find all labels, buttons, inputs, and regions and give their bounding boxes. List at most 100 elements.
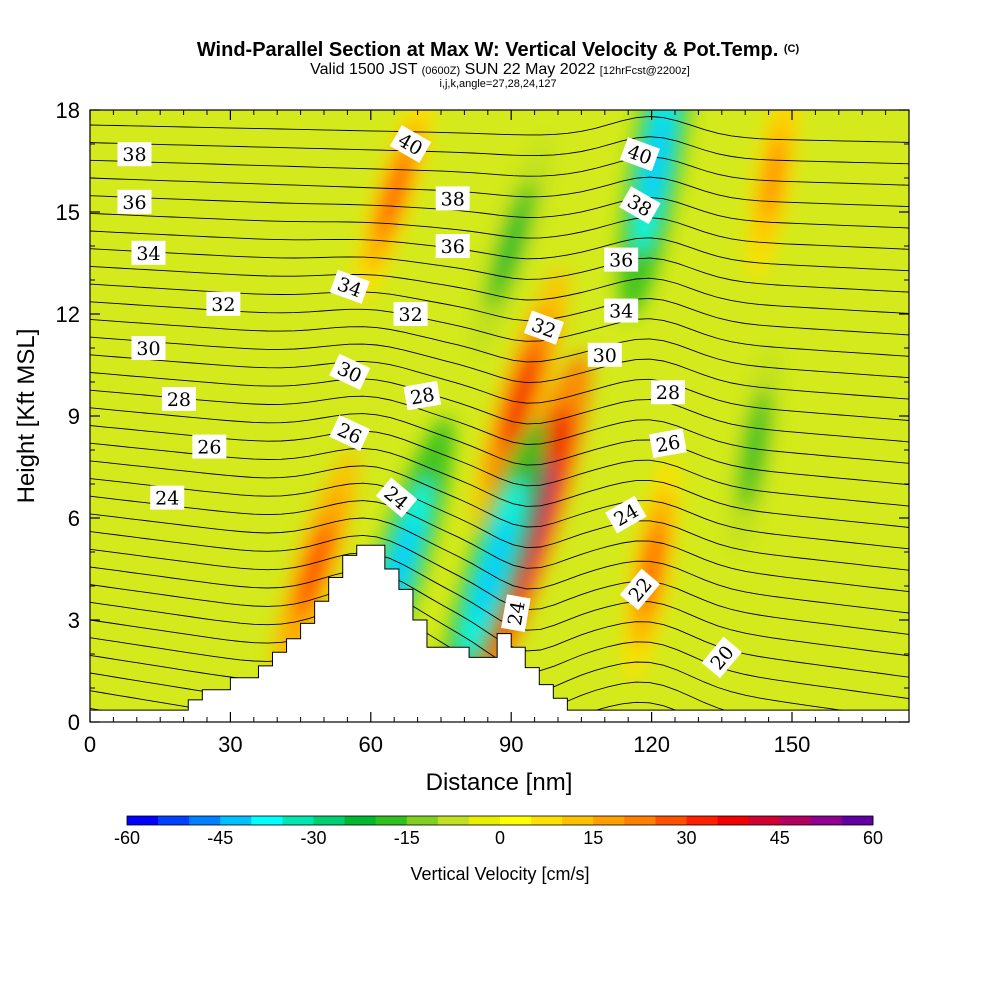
colorbar-tick-label: 15 (583, 828, 603, 848)
x-tick-label: 0 (84, 732, 96, 757)
colorbar-tick-label: 30 (676, 828, 696, 848)
isentrope-line (90, 230, 909, 272)
isentrope-line (90, 425, 909, 507)
subtitle-valid: Valid 1500 JST (310, 61, 418, 78)
isentrope-line (90, 176, 909, 208)
x-axis-label: Distance [nm] (426, 769, 573, 796)
isentrope-line (90, 495, 909, 593)
contour-label: 36 (441, 236, 465, 258)
colorbar-swatch (282, 816, 314, 825)
contour-label-box (329, 353, 371, 390)
x-tick-label: 120 (633, 732, 670, 757)
contour-label: 38 (122, 144, 146, 166)
isentrope-line (90, 248, 909, 293)
subtitle-fcst: [12hrFcst@2200z] (600, 65, 690, 77)
contour-label-group: 28 (403, 380, 442, 411)
contour-label: 30 (593, 345, 617, 367)
chart-title: Wind-Parallel Section at Max W: Vertical… (197, 39, 778, 61)
y-tick-label: 3 (68, 608, 80, 633)
colorbar-tick-label: -15 (394, 828, 420, 848)
x-tick-label: 30 (218, 732, 242, 757)
contour-label: 34 (136, 243, 160, 265)
contour-label-box (701, 636, 742, 679)
contour-labels: 3836343230282624403836343230282624403836… (117, 125, 742, 679)
colorbar-swatch (810, 816, 843, 825)
contour-label: 28 (656, 382, 680, 404)
isentrope-line (90, 354, 909, 421)
subtitle-date: SUN 22 May 2022 (465, 61, 596, 78)
colorbar-swatch (251, 816, 283, 825)
contour-label-group: 30 (587, 342, 622, 367)
colorbar-tick-label: 45 (770, 828, 790, 848)
colorbar-frame (126, 815, 874, 826)
terrain-mask (90, 544, 909, 722)
colorbar-swatch (220, 816, 252, 825)
contour-label-group: 28 (161, 387, 196, 411)
contour-label: 38 (441, 188, 465, 210)
contour-label-box (435, 186, 470, 211)
contour-label-group: 34 (604, 298, 639, 323)
contour-label-box (523, 310, 565, 345)
isentrope-line (90, 116, 909, 143)
isentrope-line (90, 513, 909, 614)
colorbar-swatch (779, 816, 812, 825)
upper-updraft-core (378, 151, 411, 239)
contour-label-box (206, 291, 241, 316)
x-axis: 0 30 60 90 120 150 (84, 110, 887, 757)
colorbar-swatch (531, 816, 563, 825)
contour-label-group: 24 (501, 594, 531, 633)
contour-label-box (192, 434, 227, 459)
isentrope-line (90, 195, 909, 229)
isentrope-line (90, 442, 909, 528)
x-tick-label: 90 (499, 732, 523, 757)
subtitle-utc: (0600Z) (422, 65, 461, 77)
colorbar-swatch (127, 816, 159, 825)
contour-label-group: 30 (131, 336, 166, 360)
contour-label: 26 (197, 437, 221, 459)
colorbar-swatch (500, 816, 532, 825)
contour-label-group: 36 (435, 234, 470, 258)
x-tick-label: 150 (774, 732, 811, 757)
colorbar-swatch (841, 816, 874, 825)
colorbar-swatch (189, 816, 221, 825)
isentrope-line (90, 265, 909, 314)
y-tick-label: 0 (68, 710, 80, 735)
contour-label: 34 (609, 301, 633, 323)
contour-label-box (375, 477, 418, 518)
contour-label-group: 32 (393, 302, 428, 326)
isentrope-line (90, 372, 909, 443)
isentrope-line (90, 531, 909, 635)
colorbar-tick-label: -45 (207, 828, 233, 848)
contour-label: 28 (167, 389, 191, 411)
y-axis-label: Height [Kft MSL] (13, 329, 40, 504)
contour-label: 32 (211, 294, 235, 316)
contour-label-box (161, 387, 196, 411)
contour-label: 30 (136, 338, 160, 360)
isentrope-line (90, 478, 909, 571)
contour-label-box (650, 380, 685, 405)
colorbar-swatch (344, 816, 377, 825)
contour-label-box (604, 247, 639, 272)
contour-label-box (131, 336, 166, 360)
colorbar-swatch (624, 816, 656, 825)
contour-label-box (329, 269, 370, 304)
contour-label-box (501, 594, 531, 633)
contour-label-box (619, 568, 661, 611)
colorbar-tick-label: -30 (300, 828, 326, 848)
colorbar-swatch (468, 816, 501, 825)
west-slope-updraft-core (297, 520, 333, 618)
isentrope-line (90, 460, 909, 550)
contour-label: 24 (155, 488, 179, 510)
colorbar-swatch (686, 816, 719, 825)
tilted-downdraft-core (497, 207, 526, 285)
east-downdraft-core (745, 414, 764, 486)
contour-label-group: 38 (435, 186, 470, 211)
colorbar-swatch (375, 816, 408, 825)
svg-text:Valid 1500 JST (0600Z): Valid 1500 JST (0600Z) SUN 22 May 2022 [… (310, 61, 690, 78)
isentrope-line (90, 136, 909, 165)
colorbar-swatch (313, 816, 346, 825)
contour-label-group: 26 (649, 428, 687, 458)
contour-label: 36 (609, 250, 633, 272)
